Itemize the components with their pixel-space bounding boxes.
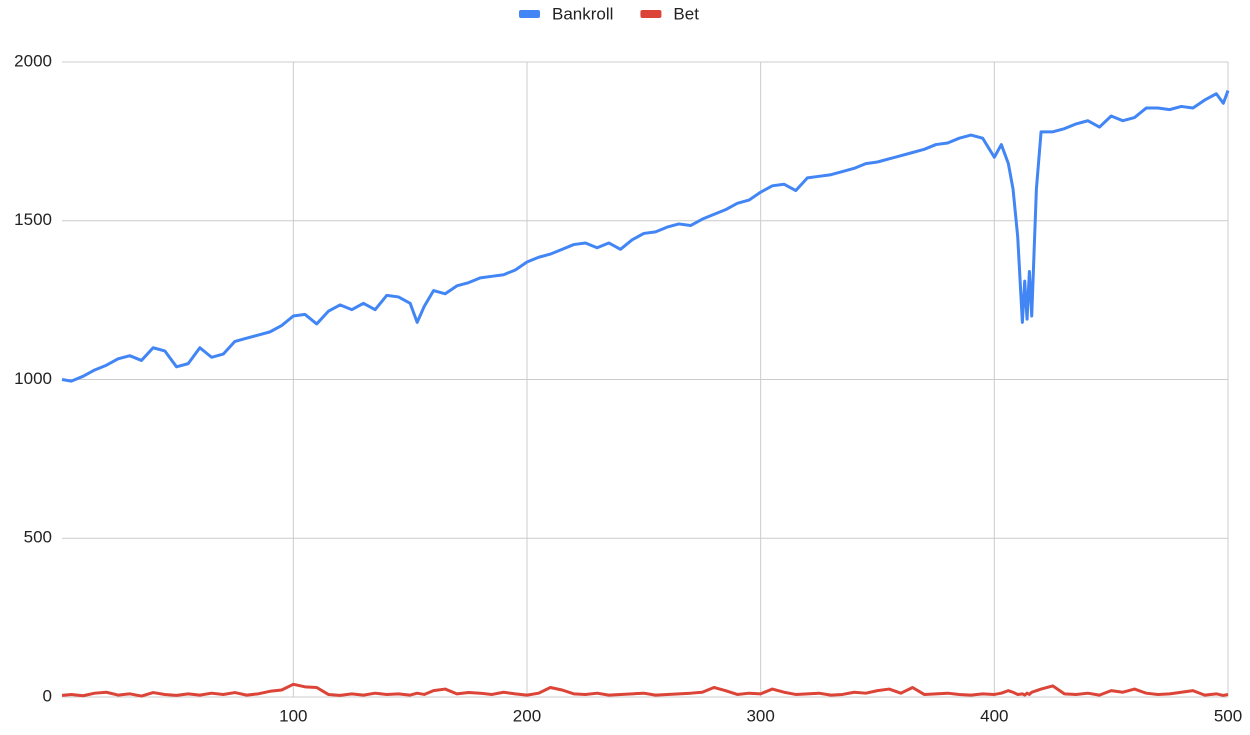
x-tick-label: 400 [980, 706, 1008, 725]
legend-swatch [519, 10, 540, 18]
y-tick-label: 1500 [14, 210, 52, 229]
x-tick-label: 100 [279, 706, 307, 725]
y-tick-label: 0 [43, 686, 52, 705]
y-tick-label: 500 [24, 528, 52, 547]
y-tick-label: 2000 [14, 51, 52, 70]
legend-label: Bankroll [552, 4, 613, 23]
x-tick-label: 500 [1214, 706, 1242, 725]
legend-swatch [640, 10, 662, 18]
legend-label: Bet [673, 4, 699, 23]
x-tick-label: 300 [746, 706, 774, 725]
series-line [61, 682, 1229, 698]
x-tick-label: 200 [513, 706, 541, 725]
series-line [61, 90, 1230, 383]
y-tick-label: 1000 [14, 369, 52, 388]
